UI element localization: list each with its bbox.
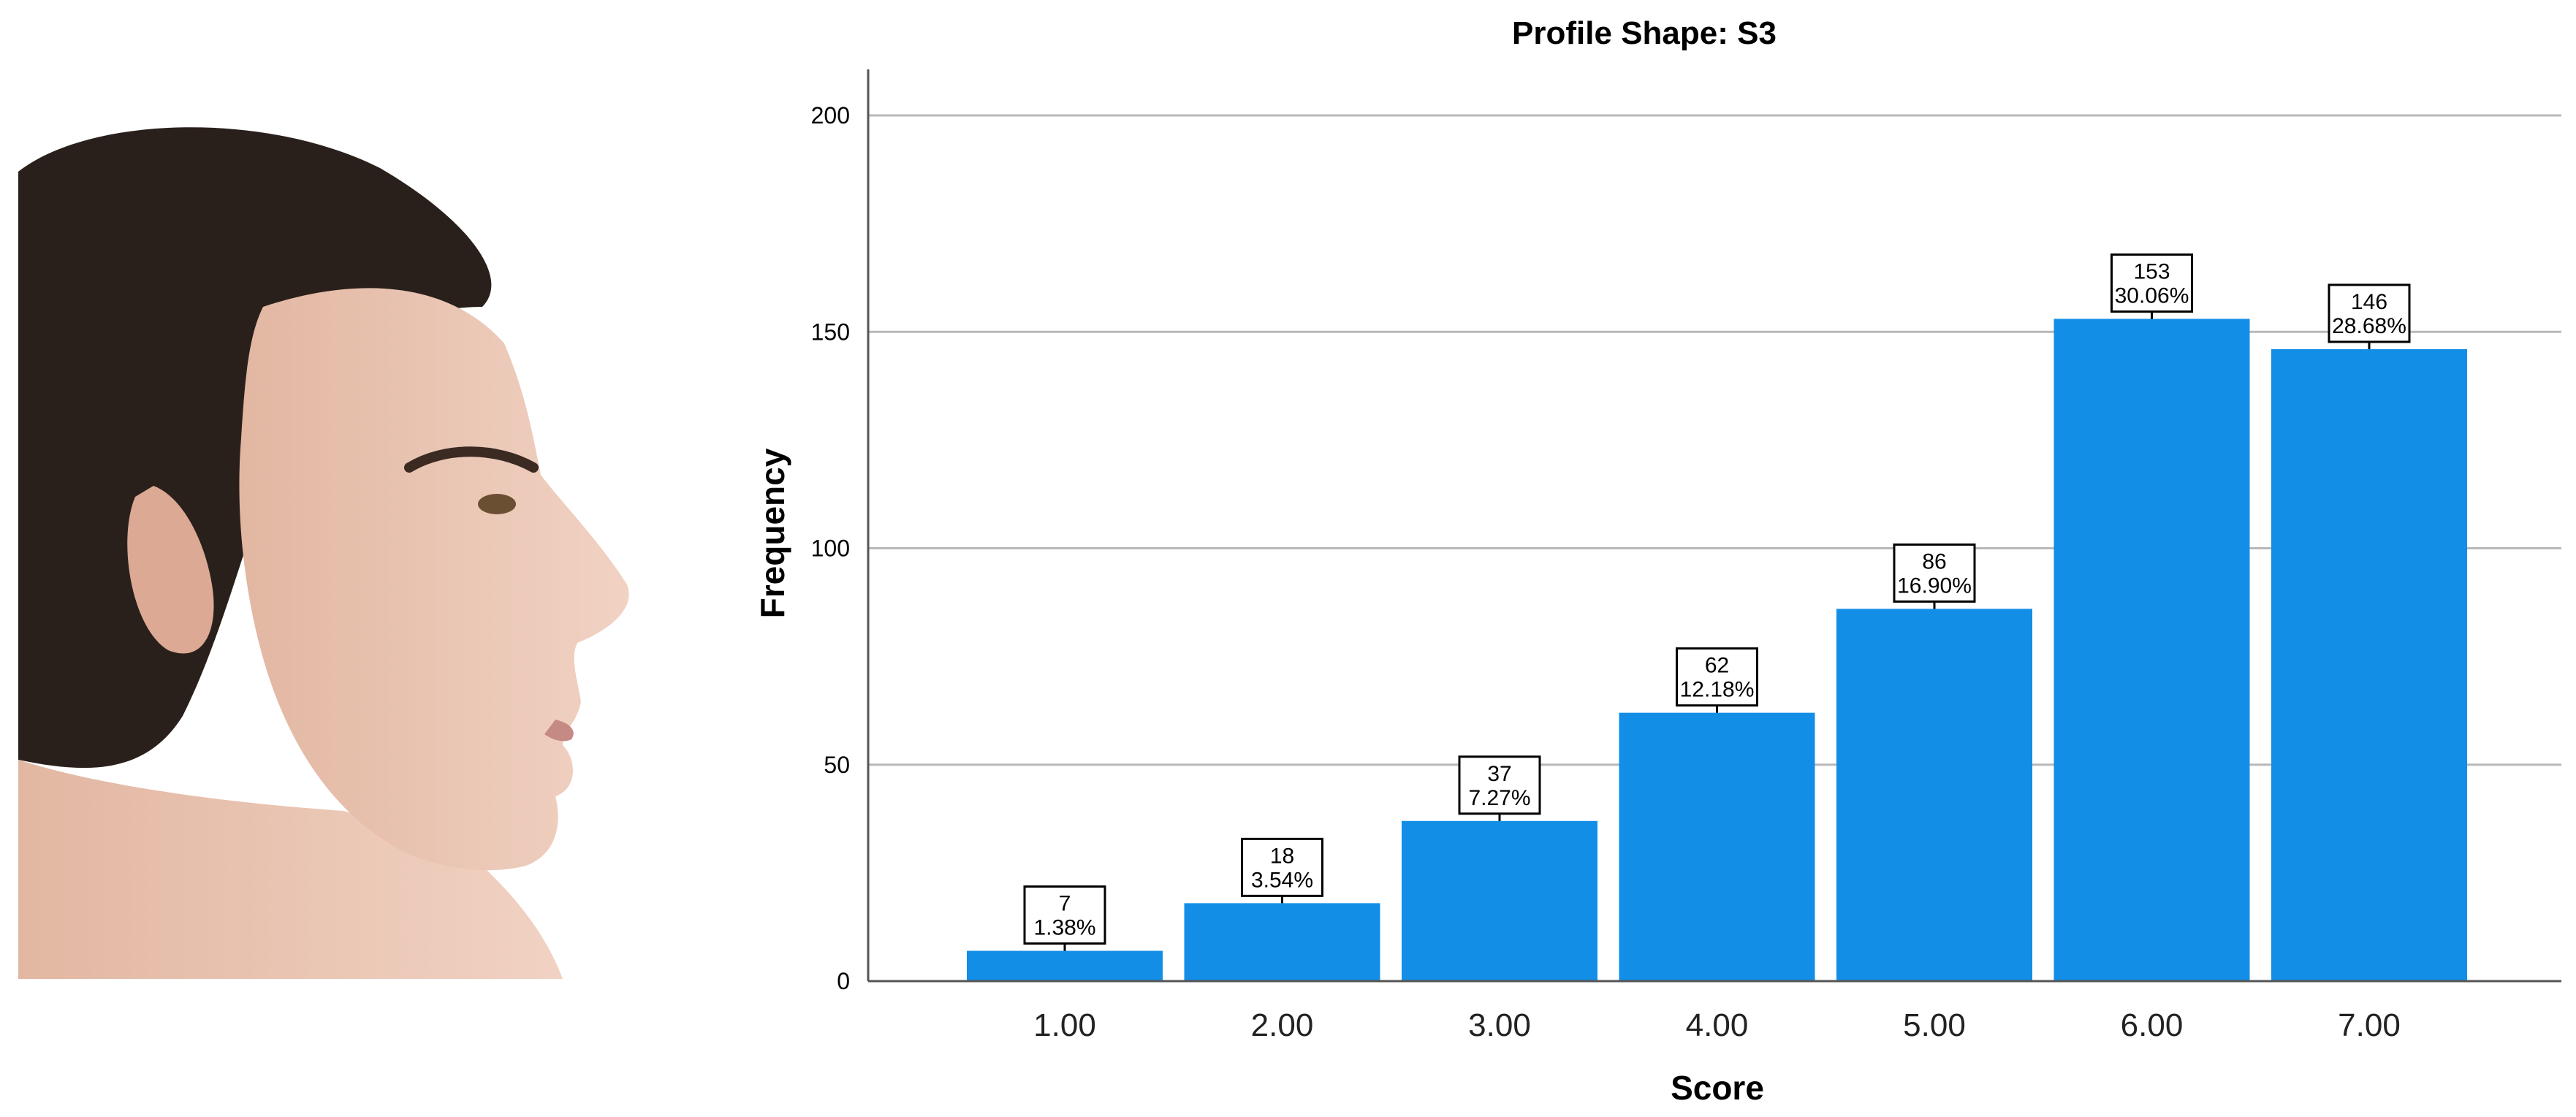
data-label-percent-6: 28.68% xyxy=(2332,314,2406,338)
data-label-count-4: 86 xyxy=(1922,549,1946,573)
y-tick-label-3: 150 xyxy=(811,319,850,345)
x-axis-title: Score xyxy=(1671,1069,1764,1107)
bar-1.00 xyxy=(967,950,1163,981)
x-tick-label-0: 1.00 xyxy=(1033,1007,1096,1043)
bars xyxy=(967,319,2467,982)
bar-6.00 xyxy=(2053,319,2250,982)
data-label-percent-5: 30.06% xyxy=(2115,283,2189,308)
data-label-count-3: 62 xyxy=(1705,654,1729,678)
data-label-percent-0: 1.38% xyxy=(1033,916,1095,940)
data-label-box-1 xyxy=(1241,837,1323,897)
bar-4.00 xyxy=(1619,712,1815,981)
data-label-percent-2: 7.27% xyxy=(1468,786,1530,810)
x-tick-label-5: 6.00 xyxy=(2121,1007,2184,1043)
data-label-count-1: 18 xyxy=(1270,844,1294,868)
y-tick-label-0: 0 xyxy=(837,968,850,994)
data-label-box-0 xyxy=(1023,885,1106,945)
y-tick-labels: 0 50 100 150 200 xyxy=(811,102,850,994)
bar-5.00 xyxy=(1836,609,2032,981)
data-label-percent-4: 16.90% xyxy=(1897,573,1972,598)
data-label-box-3 xyxy=(1676,647,1758,707)
data-label-count-0: 7 xyxy=(1059,892,1071,916)
x-tick-label-1: 2.00 xyxy=(1251,1007,1314,1043)
x-tick-label-2: 3.00 xyxy=(1468,1007,1531,1043)
bar-3.00 xyxy=(1402,820,1597,981)
data-label-count-2: 37 xyxy=(1487,762,1511,786)
bar-2.00 xyxy=(1184,903,1380,981)
y-tick-label-2: 100 xyxy=(811,535,850,562)
data-label-box-6 xyxy=(2328,283,2411,343)
data-label-percent-1: 3.54% xyxy=(1251,868,1313,892)
data-label-box-4 xyxy=(1893,543,1976,603)
x-tick-labels: 1.00 2.00 3.00 4.00 5.00 6.00 7.00 xyxy=(1033,1007,2401,1043)
chart-title: Profile Shape: S3 xyxy=(1512,15,1777,51)
y-axis-title: Frequency xyxy=(753,448,791,618)
y-tick-label-4: 200 xyxy=(811,102,850,129)
x-tick-label-3: 4.00 xyxy=(1686,1007,1749,1043)
data-label-box-2 xyxy=(1458,755,1541,815)
data-label-box-5 xyxy=(2110,253,2193,313)
profile-portrait-image xyxy=(18,127,629,979)
x-tick-label-6: 7.00 xyxy=(2338,1007,2401,1043)
bar-7.00 xyxy=(2271,348,2467,981)
data-label-count-5: 153 xyxy=(2133,259,2170,283)
x-tick-label-4: 5.00 xyxy=(1903,1007,1966,1043)
data-label-percent-3: 12.18% xyxy=(1680,678,1755,702)
data-label-count-6: 146 xyxy=(2351,290,2387,314)
y-tick-label-1: 50 xyxy=(824,752,850,778)
